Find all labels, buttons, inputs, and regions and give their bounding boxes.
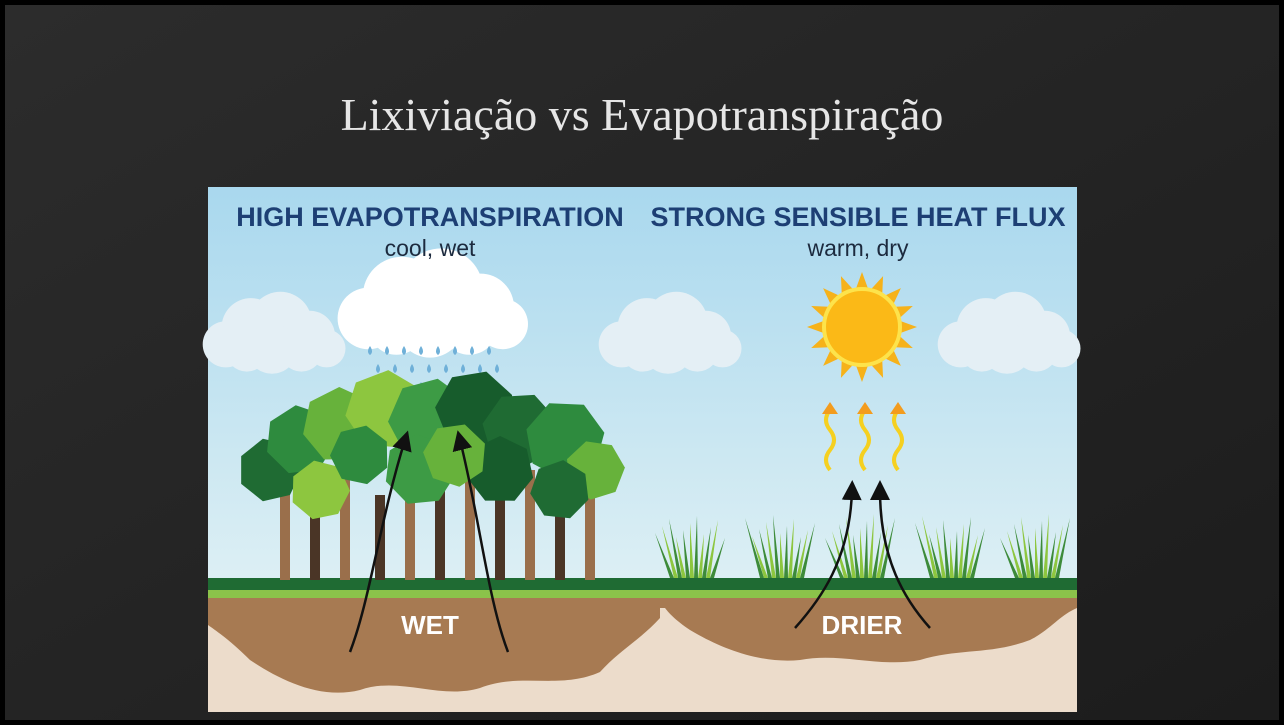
slide: Lixiviação vs Evapotranspiração HIGH EVA… <box>0 0 1284 725</box>
left-heading: HIGH EVAPOTRANSPIRATION <box>236 202 624 232</box>
illustration: HIGH EVAPOTRANSPIRATION cool, wet STRONG… <box>203 187 1081 712</box>
slide-title: Lixiviação vs Evapotranspiração <box>341 89 944 140</box>
ground-light <box>208 590 1077 598</box>
sun <box>824 289 900 365</box>
topsoil <box>208 598 1077 608</box>
cloud-puff <box>961 330 1003 372</box>
tree-trunk <box>435 490 445 580</box>
right-soil-label: DRIER <box>822 610 903 640</box>
cloud-puff <box>676 330 718 372</box>
tree-trunk <box>585 490 595 580</box>
left-subheading: cool, wet <box>385 235 476 261</box>
cloud-puff <box>226 330 268 372</box>
tree-trunk <box>495 495 505 580</box>
tree-trunk <box>465 480 475 580</box>
cloud-puff <box>1015 330 1057 372</box>
page: Lixiviação vs Evapotranspiração HIGH EVA… <box>0 0 1284 725</box>
right-subheading: warm, dry <box>807 235 909 261</box>
cloud-puff <box>622 330 664 372</box>
cloud-puff <box>368 299 424 355</box>
ground-dark <box>208 578 1077 590</box>
cloud-puff <box>280 330 322 372</box>
right-heading: STRONG SENSIBLE HEAT FLUX <box>650 202 1065 232</box>
left-soil-label: WET <box>401 610 459 640</box>
